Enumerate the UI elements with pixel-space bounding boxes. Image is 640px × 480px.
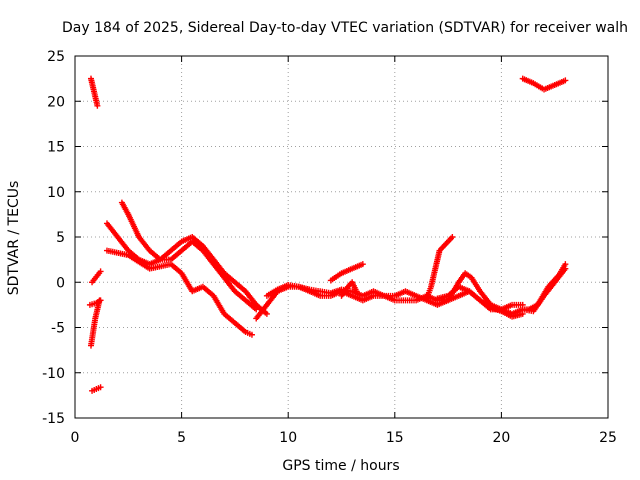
data-point [353, 288, 360, 295]
x-tick-label: 0 [71, 430, 80, 446]
data-point [94, 102, 101, 109]
y-tick-label: 5 [56, 230, 65, 246]
data-point [97, 268, 104, 275]
y-tick-label: -5 [51, 321, 65, 337]
series-arc-4 [86, 297, 104, 308]
series-arc-12 [338, 279, 360, 299]
grid [75, 56, 608, 418]
chart-title: Day 184 of 2025, Sidereal Day-to-day VTE… [62, 20, 628, 36]
plot-frame [74, 55, 609, 419]
x-tick-label: 25 [599, 430, 617, 446]
series-arc-17 [519, 75, 569, 93]
series-arc-11 [327, 261, 366, 284]
y-tick-label: 10 [47, 185, 65, 201]
series-arc-7 [118, 199, 260, 313]
data-point [449, 234, 456, 240]
y-tick-label: -15 [42, 411, 65, 427]
series-arc-5 [89, 268, 104, 286]
data-point [248, 331, 255, 338]
data-marks [86, 75, 569, 394]
data-point [359, 261, 366, 268]
data-point [562, 261, 569, 268]
x-axis-label: GPS time / hours [282, 458, 399, 474]
x-tick-label: 20 [492, 430, 510, 446]
data-point [97, 297, 104, 304]
y-tick-label: 20 [47, 94, 65, 110]
series-arc-1 [87, 75, 101, 109]
y-tick-label: 25 [47, 49, 65, 65]
ticks: 0 5 10 15 20 25 -15 -10 -5 0 5 10 15 20 25 [42, 49, 617, 446]
y-tick-label: 0 [56, 275, 65, 291]
data-point [562, 77, 569, 84]
series-arc-2 [89, 384, 104, 394]
y-tick-label: 15 [47, 140, 65, 156]
series-arc-14 [434, 283, 526, 320]
data-point [253, 306, 260, 313]
y-tick-label: -10 [42, 366, 65, 382]
series-arc-16 [526, 261, 569, 313]
y-axis-label: SDTVAR / TECUs [6, 181, 22, 296]
series-arc-8 [103, 247, 255, 338]
series-arc-10 [263, 270, 526, 313]
x-tick-label: 15 [386, 430, 404, 446]
series-arc-9 [253, 283, 537, 322]
series-arc-13 [423, 234, 456, 302]
x-tick-label: 5 [177, 430, 186, 446]
x-tick-label: 10 [279, 430, 297, 446]
data-point [97, 384, 104, 391]
data-point [263, 310, 270, 317]
